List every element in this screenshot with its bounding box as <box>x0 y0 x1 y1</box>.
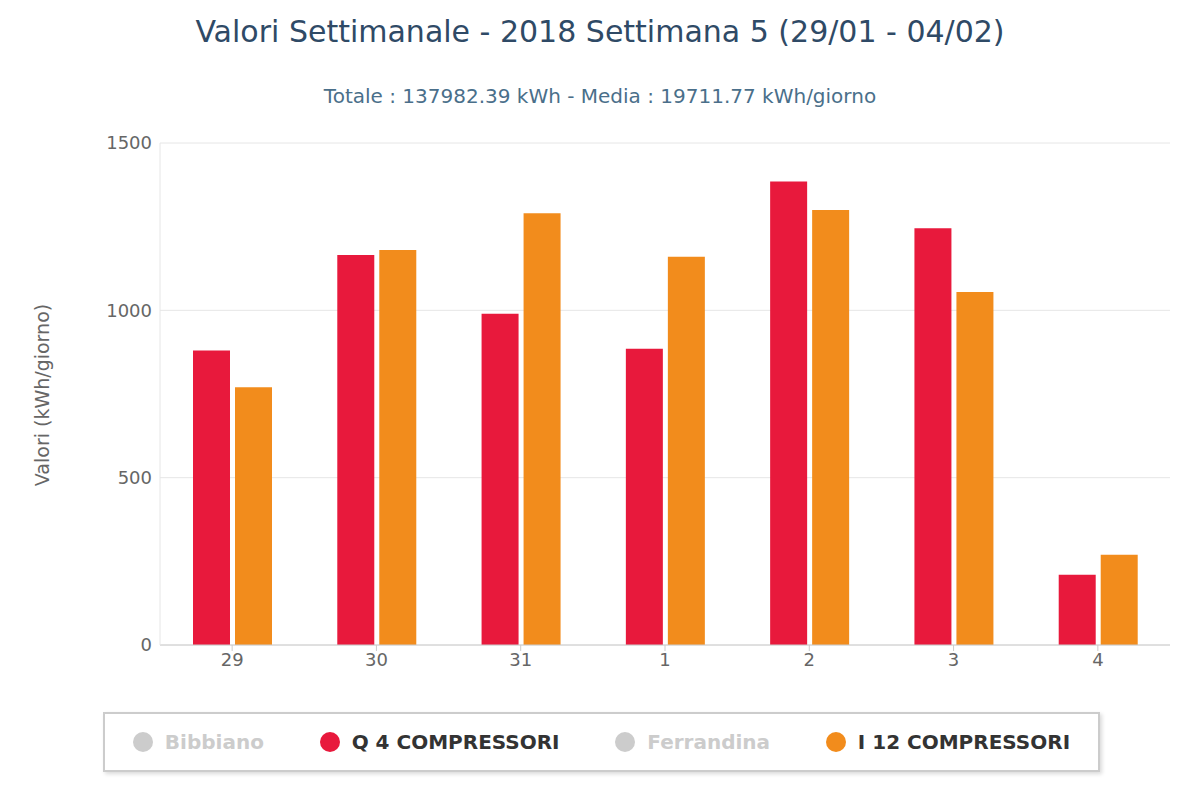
html-text:Totale : 137982.39 kWh - Media: Totale : 137982.39 kWh - Media : 19711.7… <box>323 84 877 108</box>
html-text:Ferrandina: Ferrandina <box>647 730 771 754</box>
svg-text:500: 500 <box>118 467 152 488</box>
html-text:Valori (kWh/giorno): Valori (kWh/giorno) <box>31 303 53 487</box>
svg-text:3: 3 <box>948 649 959 670</box>
html-text:Bibbiano: Bibbiano <box>164 730 264 754</box>
svg-text:1: 1 <box>659 649 670 670</box>
svg-text:0: 0 <box>141 634 152 655</box>
svg-text:1000: 1000 <box>106 300 152 321</box>
html-text:Valori Settimanale - 2018 Sett: Valori Settimanale - 2018 Settimana 5 (2… <box>195 14 1005 49</box>
html-text:Q 4 COMPRESSORI: Q 4 COMPRESSORI <box>351 730 560 754</box>
svg-text:1500: 1500 <box>106 132 152 153</box>
svg-text:2: 2 <box>804 649 815 670</box>
html-text:I 12 COMPRESSORI: I 12 COMPRESSORI <box>857 730 1071 754</box>
svg-text:30: 30 <box>365 649 388 670</box>
svg-text:31: 31 <box>509 649 532 670</box>
svg-text:4: 4 <box>1092 649 1103 670</box>
svg-text:29: 29 <box>221 649 244 670</box>
